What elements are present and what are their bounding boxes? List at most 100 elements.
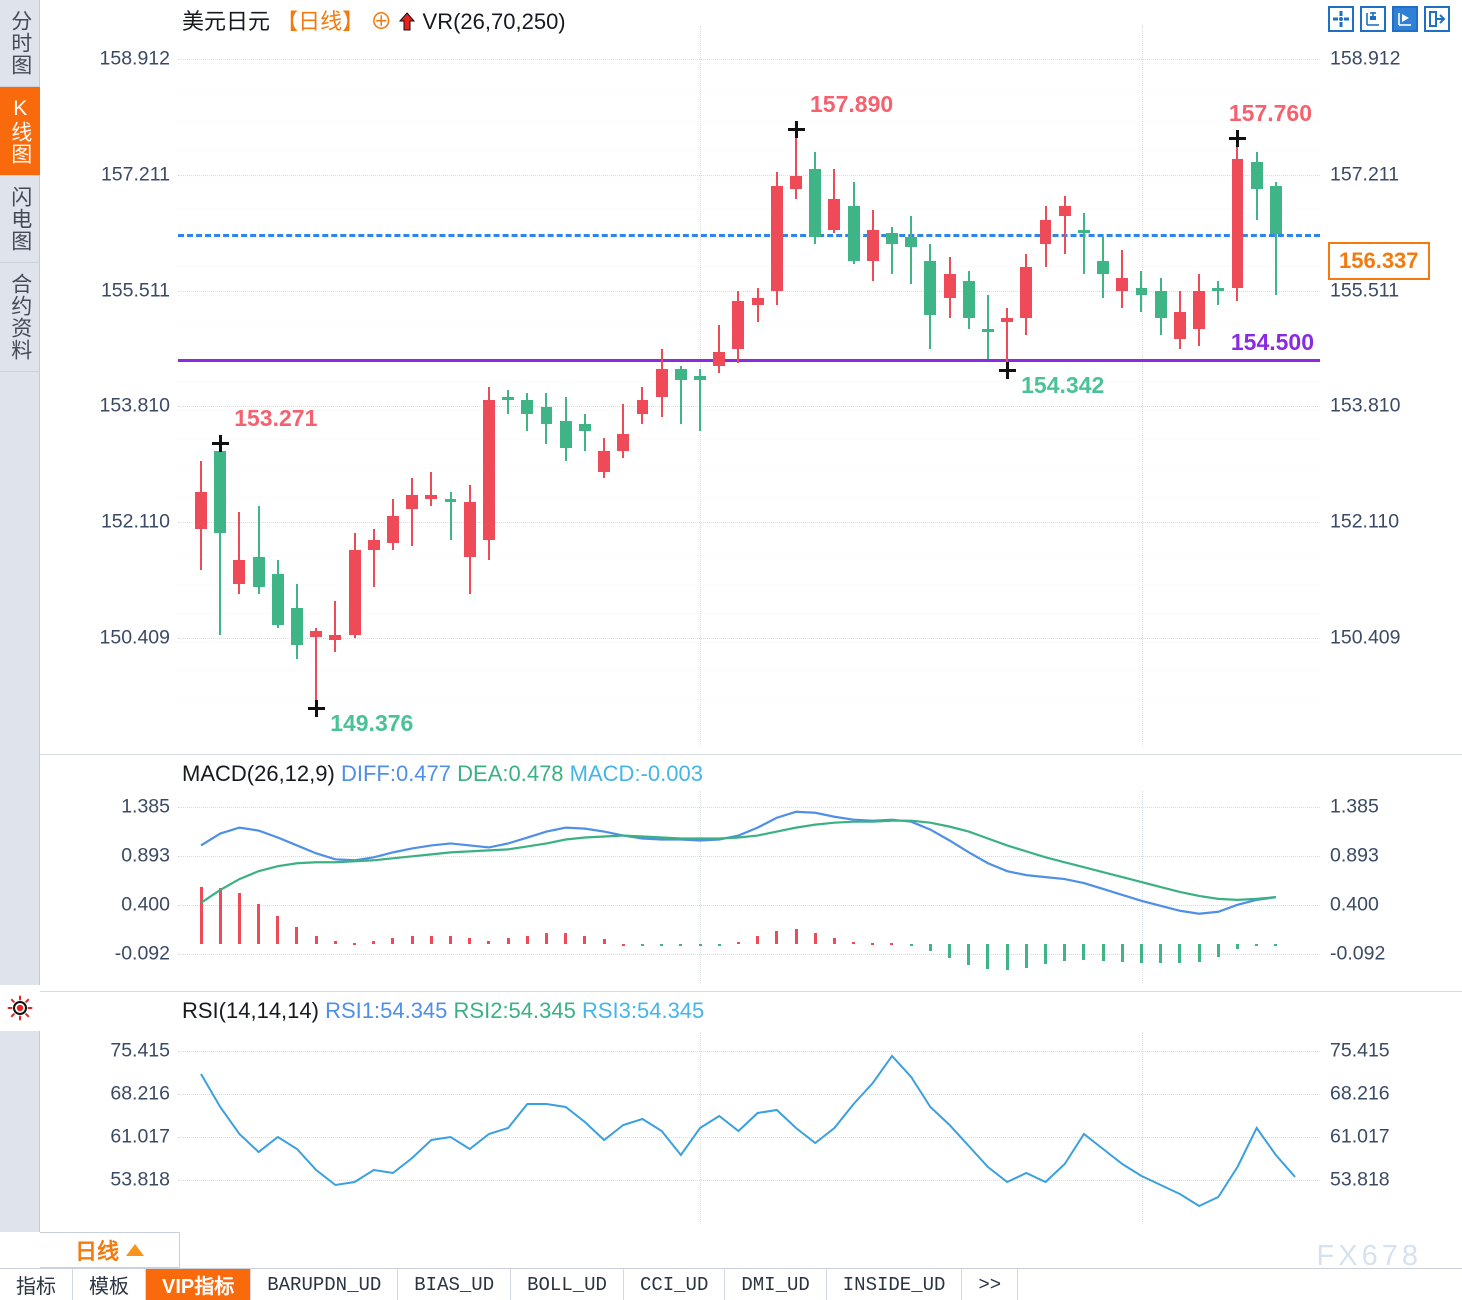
candlestick[interactable] [578, 26, 591, 746]
candlestick[interactable] [444, 26, 457, 746]
candlestick[interactable] [1250, 26, 1263, 746]
candlestick[interactable] [809, 26, 822, 746]
macd-histogram-bar [621, 944, 625, 946]
tab-cci_ud[interactable]: CCI_UD [624, 1269, 726, 1300]
candle-body [847, 206, 860, 261]
fit-view-icon[interactable] [1328, 6, 1354, 32]
price-axis-label-left: 153.810 [99, 394, 171, 417]
candlestick[interactable] [195, 26, 207, 746]
candlestick[interactable] [1231, 26, 1244, 746]
candlestick[interactable] [636, 26, 649, 746]
price-plot[interactable]: 154.500 153.271 149.376 157.890 154.342 157.7… [178, 26, 1320, 746]
candlestick[interactable] [655, 26, 668, 746]
tab-vip[interactable]: VIP指标 [146, 1269, 252, 1300]
candlestick[interactable] [866, 26, 879, 746]
candlestick[interactable] [1001, 26, 1014, 746]
price-gridline-minor [178, 525, 1320, 527]
candlestick[interactable] [598, 26, 611, 746]
measure-icon[interactable] [1360, 6, 1386, 32]
candlestick[interactable] [482, 26, 495, 746]
sidebar-item-contract-info[interactable]: 合约资料 [0, 263, 40, 372]
candlestick[interactable] [310, 26, 323, 746]
candlestick[interactable] [982, 26, 994, 746]
macd-axis-label-left: -0.092 [114, 942, 170, 965]
candlestick[interactable] [406, 26, 419, 746]
macd-histogram-bar [1197, 944, 1201, 963]
price-gridline-minor [178, 265, 1320, 267]
candlestick[interactable] [559, 26, 572, 746]
candlestick[interactable] [1058, 26, 1071, 746]
candlestick[interactable] [1212, 26, 1225, 746]
candlestick[interactable] [905, 26, 918, 746]
tab-dmi_ud[interactable]: DMI_UD [725, 1269, 827, 1300]
tab-item-0[interactable]: 指标 [0, 1269, 73, 1300]
candle-body [1116, 277, 1129, 292]
candlestick[interactable] [770, 26, 783, 746]
candlestick[interactable] [1077, 26, 1090, 746]
candlestick[interactable] [924, 26, 937, 746]
candlestick[interactable] [1097, 26, 1110, 746]
candlestick[interactable] [1039, 26, 1052, 746]
candlestick[interactable] [387, 26, 399, 746]
macd-title-label: MACD(26,12,9) [182, 761, 335, 786]
candlestick[interactable] [847, 26, 860, 746]
candlestick[interactable] [291, 26, 303, 746]
macd-plot[interactable] [178, 791, 1320, 983]
candlestick[interactable] [252, 26, 265, 746]
candlestick[interactable] [1135, 26, 1148, 746]
candlestick[interactable] [1020, 26, 1033, 746]
candle-body [425, 495, 438, 499]
candlestick[interactable] [1154, 26, 1167, 746]
rsi1-label: RSI1:54.345 [325, 998, 448, 1023]
candlestick[interactable] [540, 26, 553, 746]
candlestick[interactable] [348, 26, 361, 746]
candlestick[interactable] [214, 26, 227, 746]
candlestick[interactable] [713, 26, 726, 746]
candlestick[interactable] [943, 26, 956, 746]
candlestick[interactable] [1269, 26, 1282, 746]
candlestick[interactable] [617, 26, 630, 746]
rsi-plot[interactable] [178, 1032, 1320, 1224]
candlestick[interactable] [463, 26, 476, 746]
candlestick[interactable] [790, 26, 802, 746]
candlestick[interactable] [962, 26, 975, 746]
candlestick[interactable] [271, 26, 284, 746]
tab-inside_ud[interactable]: INSIDE_UD [827, 1269, 963, 1300]
candlestick[interactable] [1193, 26, 1206, 746]
candlestick[interactable] [233, 26, 246, 746]
candlestick[interactable] [425, 26, 438, 746]
candlestick[interactable] [674, 26, 687, 746]
sidebar-item-timeshare[interactable]: 分时图 [0, 0, 40, 87]
candlestick[interactable] [521, 26, 534, 746]
candlestick[interactable] [502, 26, 515, 746]
candlestick[interactable] [367, 26, 380, 746]
macd-histogram-bar [199, 887, 203, 945]
candlestick[interactable] [732, 26, 745, 746]
tab->>[interactable]: >> [962, 1269, 1019, 1300]
candlestick[interactable] [751, 26, 764, 746]
period-button-label: 日线 [74, 1239, 119, 1264]
candle-body [367, 539, 380, 550]
sidebar-item-lightning[interactable]: 闪电图 [0, 176, 40, 263]
candlestick[interactable] [1116, 26, 1129, 746]
rsi-title-label: RSI(14,14,14) [182, 998, 319, 1023]
candlestick[interactable] [694, 26, 706, 746]
candlestick[interactable] [1173, 26, 1186, 746]
exit-icon[interactable] [1424, 6, 1450, 32]
price-gridline [178, 59, 1320, 61]
period-selector-button[interactable]: 日线 [40, 1232, 180, 1268]
macd-histogram-bar [736, 942, 740, 945]
tab-boll_ud[interactable]: BOLL_UD [511, 1269, 624, 1300]
price-axis-label-left: 158.912 [99, 47, 171, 70]
playback-icon[interactable] [1392, 6, 1418, 32]
sun-settings-icon-cell[interactable] [0, 985, 40, 1031]
candle-body [195, 491, 207, 530]
tab-bias_ud[interactable]: BIAS_UD [398, 1269, 512, 1300]
sidebar-item-kline[interactable]: K线图 [0, 87, 40, 176]
candlestick[interactable] [828, 26, 841, 746]
tab-item-1[interactable]: 模板 [73, 1269, 146, 1300]
candlestick[interactable] [329, 26, 342, 746]
candlestick[interactable] [886, 26, 898, 746]
tab-barupdn_ud[interactable]: BARUPDN_UD [251, 1269, 399, 1300]
crosshair-icon[interactable]: ⊕ [370, 9, 393, 34]
